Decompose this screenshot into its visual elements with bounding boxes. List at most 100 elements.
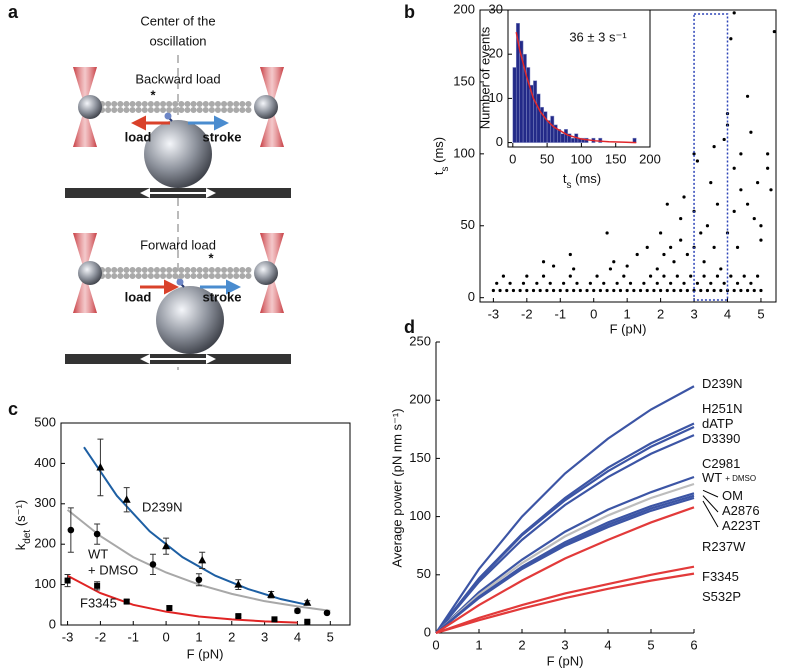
point xyxy=(655,281,659,285)
point xyxy=(682,195,686,199)
point xyxy=(578,288,582,293)
point xyxy=(548,281,552,285)
point xyxy=(679,238,683,242)
series-name: R237W xyxy=(702,539,746,554)
point xyxy=(732,209,736,213)
fit-line xyxy=(515,31,637,144)
point xyxy=(692,288,696,293)
x-tick-label: 3 xyxy=(261,629,268,644)
point xyxy=(659,288,663,293)
trap-bead xyxy=(78,261,102,285)
point xyxy=(709,281,713,285)
stroke-label: stroke xyxy=(202,289,241,304)
point xyxy=(729,37,733,41)
myosin-bead xyxy=(144,120,212,188)
point xyxy=(719,288,723,293)
marker xyxy=(198,555,207,564)
point xyxy=(592,288,596,293)
point xyxy=(655,267,659,271)
x-tick-label: -2 xyxy=(95,629,107,644)
point xyxy=(752,288,756,293)
point xyxy=(732,11,736,15)
y-tick-label: 0 xyxy=(496,134,503,149)
y-tick-label: 250 xyxy=(409,333,431,348)
label-part: (ms) xyxy=(572,171,602,186)
marker xyxy=(267,590,276,598)
y-axis-label: Number of events xyxy=(477,26,492,129)
point xyxy=(739,188,743,192)
point xyxy=(541,260,546,264)
point xyxy=(638,288,643,293)
trap-bead xyxy=(254,261,278,285)
line xyxy=(435,572,695,635)
label-part: (ms) xyxy=(431,137,446,167)
point xyxy=(665,288,669,293)
point xyxy=(715,202,720,206)
point xyxy=(588,281,592,285)
label-part: (s⁻¹) xyxy=(13,500,28,530)
point xyxy=(562,281,566,285)
label-sub: det xyxy=(22,530,33,544)
series-name: H251N xyxy=(702,401,742,416)
x-axis-label: F (pN) xyxy=(547,653,584,668)
stroke-label: stroke xyxy=(202,129,241,144)
point xyxy=(679,288,683,293)
scene-title: Backward load xyxy=(135,71,220,86)
point xyxy=(759,224,763,228)
x-tick-label: 4 xyxy=(294,629,301,644)
series-label: D239N xyxy=(702,376,742,391)
leader-line xyxy=(702,495,719,513)
series-label: R237W xyxy=(702,539,746,554)
x-tick-label: 2 xyxy=(228,629,235,644)
point xyxy=(538,288,542,293)
marker xyxy=(64,577,71,584)
x-tick-label: 200 xyxy=(639,151,661,166)
point xyxy=(662,252,666,257)
point xyxy=(622,274,626,278)
hist-bar xyxy=(564,129,568,143)
panel-label: b xyxy=(404,2,415,22)
x-tick-label: 2 xyxy=(518,637,525,652)
point xyxy=(525,288,529,293)
point xyxy=(642,281,646,285)
point xyxy=(501,274,506,278)
line xyxy=(435,434,695,634)
point xyxy=(585,288,589,293)
point xyxy=(735,281,740,285)
y-tick-label: 150 xyxy=(409,450,431,465)
marker xyxy=(294,607,301,615)
label-part: t xyxy=(563,171,567,186)
point xyxy=(715,274,720,278)
y-tick-label: 50 xyxy=(417,566,431,581)
point xyxy=(665,202,669,206)
y-tick-label: 10 xyxy=(489,90,503,105)
point xyxy=(521,281,526,285)
trap-bead xyxy=(254,95,278,119)
x-axis-label: F (pN) xyxy=(187,646,224,661)
marker xyxy=(303,598,312,606)
x-tick-label: 4 xyxy=(604,637,611,652)
y-tick-label: 200 xyxy=(34,536,56,551)
point xyxy=(648,274,653,278)
scene-title: Forward load xyxy=(140,237,216,252)
y-tick-label: 0 xyxy=(468,289,475,304)
center-label: oscillation xyxy=(149,33,206,48)
marker xyxy=(235,613,242,620)
y-axis-label: Average power (pN nm s⁻¹) xyxy=(389,408,404,567)
hist-bar xyxy=(570,137,575,143)
y-tick-label: 200 xyxy=(409,392,431,407)
label-part: k xyxy=(13,543,28,550)
panel-label: d xyxy=(404,317,415,337)
myosin-bead xyxy=(156,286,224,354)
point xyxy=(756,274,760,278)
series-name: S532P xyxy=(702,589,741,604)
point xyxy=(541,274,546,278)
fit-line xyxy=(67,574,298,624)
y-tick-label: 0 xyxy=(424,624,431,639)
marker xyxy=(195,576,203,584)
line xyxy=(435,385,695,634)
leader-line xyxy=(702,489,719,498)
series-label: H251N xyxy=(702,401,742,416)
point xyxy=(572,288,576,293)
point xyxy=(498,288,502,293)
